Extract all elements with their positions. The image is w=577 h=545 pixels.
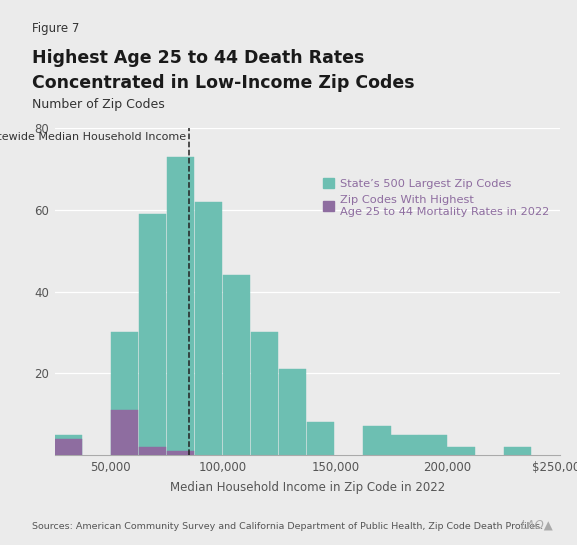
Bar — [364, 426, 391, 455]
Bar — [504, 447, 531, 455]
Bar — [391, 435, 418, 455]
Bar — [195, 202, 222, 455]
X-axis label: Median Household Income in Zip Code in 2022: Median Household Income in Zip Code in 2… — [170, 481, 445, 494]
Bar — [167, 451, 194, 455]
Bar — [167, 156, 194, 455]
Text: Sources: American Community Survey and California Department of Public Health, Z: Sources: American Community Survey and C… — [32, 522, 543, 531]
Text: LAO▲: LAO▲ — [521, 518, 554, 531]
Bar — [139, 447, 166, 455]
Bar — [55, 435, 82, 455]
Text: Highest Age 25 to 44 Death Rates: Highest Age 25 to 44 Death Rates — [32, 49, 364, 67]
Text: Figure 7: Figure 7 — [32, 22, 79, 35]
Bar — [307, 422, 335, 455]
Bar — [139, 214, 166, 455]
Bar — [279, 370, 306, 455]
Legend: State’s 500 Largest Zip Codes, Zip Codes With Highest
Age 25 to 44 Mortality Rat: State’s 500 Largest Zip Codes, Zip Codes… — [319, 173, 554, 222]
Text: Statewide Median Household Income: Statewide Median Household Income — [0, 132, 186, 142]
Bar — [111, 410, 138, 455]
Bar — [55, 439, 82, 455]
Text: Number of Zip Codes: Number of Zip Codes — [32, 98, 164, 111]
Bar — [251, 332, 278, 455]
Text: Concentrated in Low-Income Zip Codes: Concentrated in Low-Income Zip Codes — [32, 74, 414, 92]
Bar — [111, 332, 138, 455]
Bar — [223, 275, 250, 455]
Bar — [448, 447, 475, 455]
Bar — [419, 435, 447, 455]
